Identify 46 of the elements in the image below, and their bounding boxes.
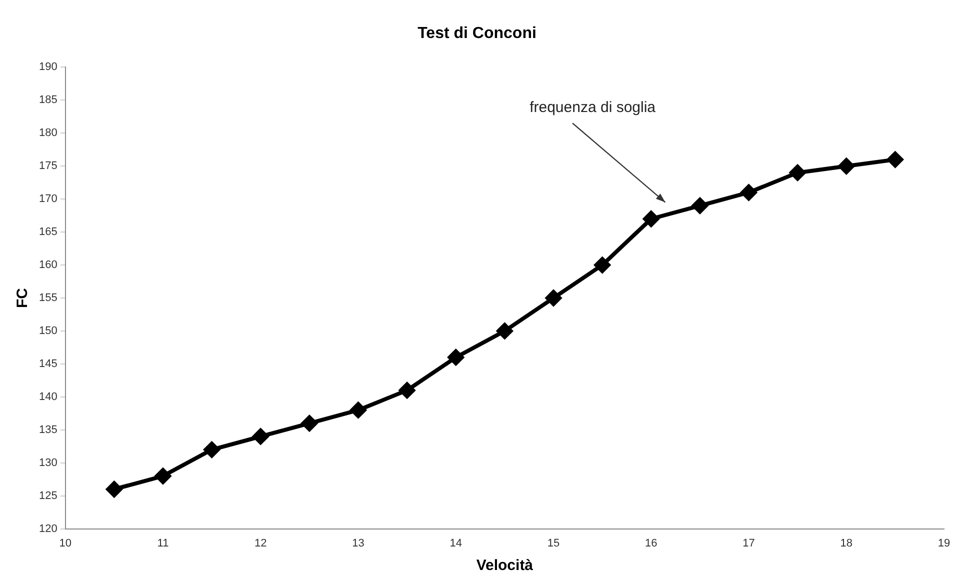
point bbox=[448, 349, 464, 366]
x-tick-label: 19 bbox=[938, 537, 950, 550]
y-tick-label: 180 bbox=[38, 127, 58, 140]
x-tick-label: 14 bbox=[450, 537, 462, 550]
chart-title: Test di Conconi bbox=[418, 25, 536, 42]
point bbox=[301, 415, 318, 432]
x-tick-label: 10 bbox=[59, 537, 72, 550]
point bbox=[106, 481, 122, 498]
y-tick-label: 165 bbox=[38, 226, 58, 238]
point bbox=[594, 257, 610, 274]
point bbox=[154, 468, 171, 484]
y-tick-label: 190 bbox=[38, 61, 58, 74]
y-tick-label: 160 bbox=[38, 259, 58, 272]
y-tick-label: 130 bbox=[38, 456, 58, 469]
y-tick-label: 135 bbox=[38, 424, 58, 436]
point bbox=[692, 198, 708, 214]
y-tick-label: 120 bbox=[38, 522, 58, 535]
point bbox=[740, 184, 757, 200]
point bbox=[399, 382, 416, 398]
x-axis-title: Velocità bbox=[476, 557, 534, 574]
point bbox=[643, 210, 660, 227]
y-tick-label: 185 bbox=[38, 94, 58, 106]
x-tick-label: 16 bbox=[644, 537, 658, 550]
x-tick-label: 13 bbox=[352, 537, 364, 550]
y-tick-label: 125 bbox=[38, 490, 58, 502]
y-tick-label: 145 bbox=[38, 358, 58, 370]
point bbox=[496, 322, 513, 339]
y-tick-label: 175 bbox=[38, 160, 58, 172]
point bbox=[204, 442, 220, 458]
y-tick-label: 150 bbox=[38, 325, 58, 338]
point bbox=[790, 164, 806, 181]
point bbox=[545, 290, 562, 306]
point bbox=[838, 158, 854, 174]
y-tick-label: 155 bbox=[38, 292, 58, 304]
point bbox=[252, 428, 269, 444]
annotation: frequenza di soglia bbox=[530, 98, 656, 116]
x-tick-label: 15 bbox=[547, 537, 560, 550]
y-tick-label: 170 bbox=[38, 193, 58, 206]
x-tick-label: 12 bbox=[254, 537, 267, 550]
y-axis-title: FC bbox=[14, 288, 32, 308]
x-tick-label: 11 bbox=[157, 537, 169, 550]
point bbox=[350, 402, 366, 418]
x-tick-label: 18 bbox=[840, 537, 852, 550]
x-tick-label: 17 bbox=[742, 537, 755, 550]
point bbox=[887, 152, 904, 168]
y-tick-label: 140 bbox=[38, 390, 58, 403]
